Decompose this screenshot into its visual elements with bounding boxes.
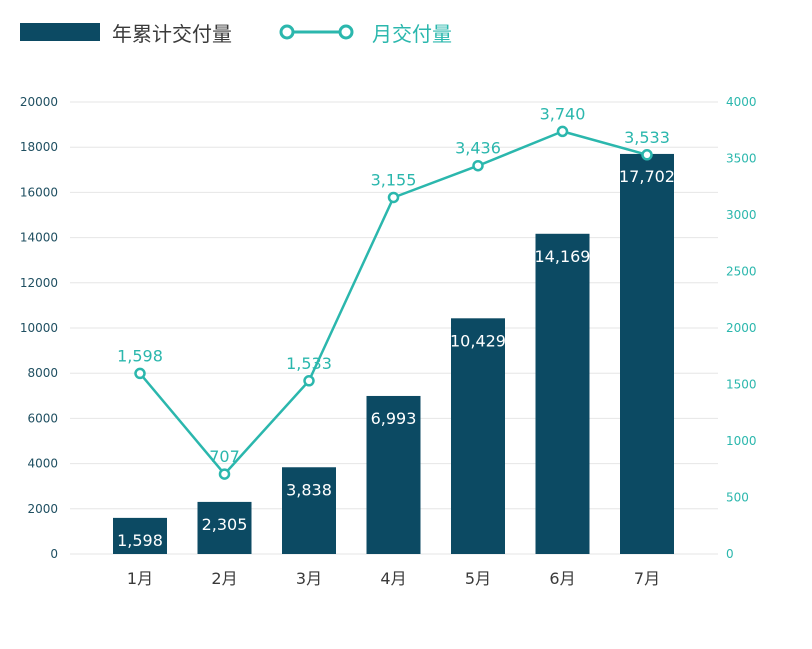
- line-data-label: 3,155: [371, 170, 417, 189]
- bar: [282, 467, 336, 554]
- bar-data-label: 17,702: [619, 167, 675, 186]
- y-left-tick-label: 16000: [20, 185, 58, 199]
- right-axis: 0 500 1000 1500 2000 2500 3000 3500 4000: [726, 95, 757, 561]
- line-series: 1,598 707 1,533 3,155 3,436 3,740 3,533: [117, 104, 670, 480]
- y-right-tick-label: 1000: [726, 434, 757, 448]
- bar-data-label: 3,838: [286, 480, 332, 499]
- y-left-tick-label: 8000: [27, 366, 58, 380]
- legend-line-label: 月交付量: [372, 22, 452, 46]
- y-left-tick-label: 18000: [20, 140, 58, 154]
- legend: 年累计交付量 月交付量: [20, 22, 452, 46]
- line-data-label: 3,740: [540, 104, 586, 123]
- bar-data-label: 10,429: [450, 331, 506, 350]
- legend-line-swatch: [279, 24, 354, 40]
- y-left-tick-label: 6000: [27, 411, 58, 425]
- y-left-tick-label: 2000: [27, 502, 58, 516]
- bar: [620, 153, 674, 554]
- left-axis: 0 2000 4000 6000 8000 10000 12000 14000 16000 180…: [20, 95, 58, 561]
- x-tick-label: 4月: [380, 569, 406, 588]
- line-data-label: 707: [209, 447, 240, 466]
- y-right-tick-label: 500: [726, 491, 749, 505]
- x-axis: 1月 2月 3月 4月 5月 6月 7月: [127, 569, 660, 588]
- y-left-tick-label: 20000: [20, 95, 58, 109]
- y-right-tick-label: 1500: [726, 378, 757, 392]
- y-left-tick-label: 4000: [27, 457, 58, 471]
- bar-data-label: 2,305: [202, 515, 248, 534]
- x-tick-label: 6月: [549, 569, 575, 588]
- x-tick-label: 7月: [634, 569, 660, 588]
- y-right-tick-label: 2500: [726, 265, 757, 279]
- bar: [535, 233, 590, 555]
- legend-bar-swatch: [20, 23, 100, 41]
- x-tick-label: 5月: [465, 569, 491, 588]
- y-left-tick-label: 0: [50, 547, 58, 561]
- y-left-tick-label: 14000: [20, 231, 58, 245]
- line-data-label: 1,598: [117, 346, 163, 365]
- line-point: [556, 125, 569, 138]
- bar: [113, 517, 167, 554]
- y-right-tick-label: 2000: [726, 321, 757, 335]
- line-point: [303, 375, 315, 387]
- bar: [197, 501, 252, 554]
- y-left-tick-label: 12000: [20, 276, 58, 290]
- y-right-tick-label: 4000: [726, 95, 757, 109]
- legend-bar-label: 年累计交付量: [112, 22, 232, 46]
- y-right-tick-label: 3000: [726, 208, 757, 222]
- y-right-tick-label: 0: [726, 547, 734, 561]
- bar-data-label: 1,598: [117, 531, 163, 550]
- bar-series: 1,598 2,305 3,838 6,993 10,429 14,169 17,702: [113, 153, 675, 555]
- bar: [451, 318, 505, 554]
- line-point: [641, 149, 653, 161]
- line-point: [472, 159, 484, 172]
- line-data-label: 1,533: [286, 354, 332, 373]
- line-point: [134, 367, 146, 380]
- bar-data-label: 6,993: [371, 409, 417, 428]
- bar: [366, 395, 421, 554]
- x-tick-label: 2月: [211, 569, 237, 588]
- line-data-label: 3,436: [455, 139, 501, 158]
- line-point: [218, 468, 231, 480]
- y-left-tick-label: 10000: [20, 321, 58, 335]
- line-data-label: 3,533: [624, 128, 670, 147]
- x-tick-label: 1月: [127, 569, 153, 588]
- y-right-tick-label: 3500: [726, 152, 757, 166]
- bar-data-label: 14,169: [535, 247, 591, 266]
- x-tick-label: 3月: [296, 569, 322, 588]
- line-point: [387, 191, 400, 204]
